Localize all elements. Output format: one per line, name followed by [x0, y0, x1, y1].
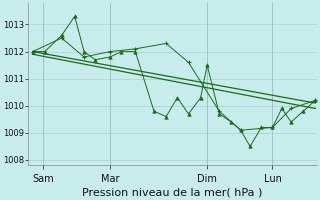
X-axis label: Pression niveau de la mer( hPa ): Pression niveau de la mer( hPa ) — [83, 187, 263, 197]
